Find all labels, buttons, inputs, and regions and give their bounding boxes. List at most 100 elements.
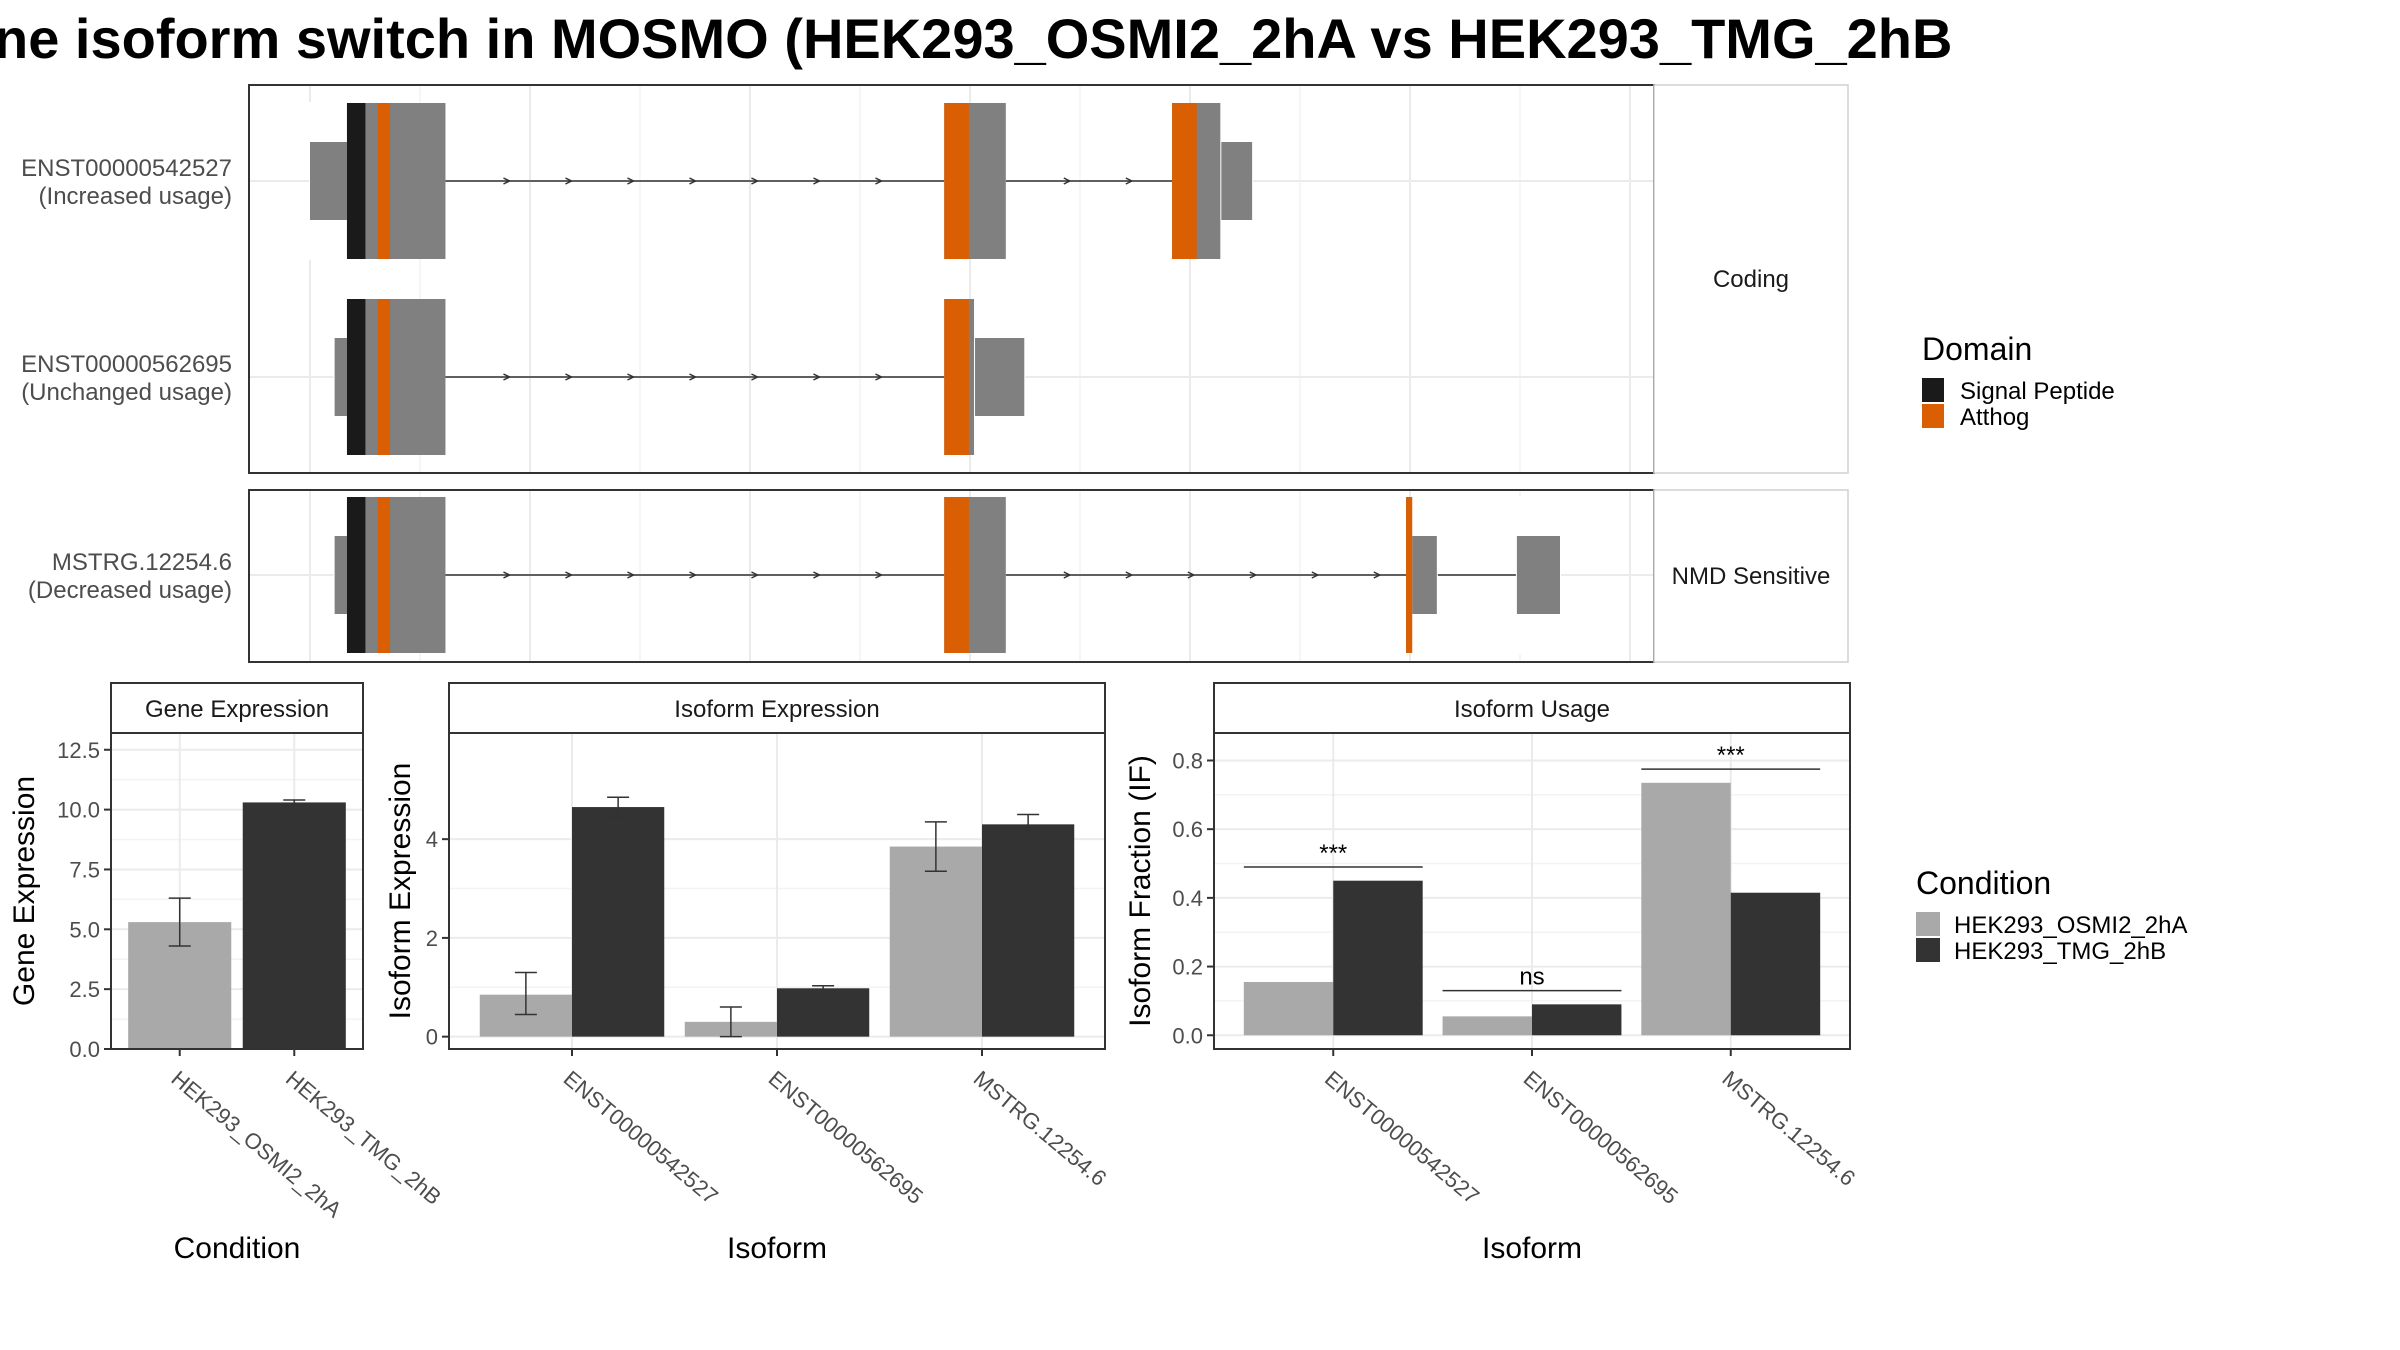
bar [982, 824, 1075, 1037]
domain-legend-title: Domain [1922, 331, 2032, 367]
intron-arrow [875, 571, 884, 579]
y-tick-label: 12.5 [57, 738, 100, 763]
condition-legend: Condition HEK293_OSMI2_2hA HEK293_TMG_2h… [1916, 865, 2187, 965]
utr-block [1412, 536, 1437, 614]
intron-arrow [503, 177, 512, 185]
y-axis-title: Gene Expression [8, 776, 41, 1006]
y-tick-label: 0.0 [69, 1037, 100, 1062]
x-tick-label: MSTRG.12254.6 [969, 1066, 1112, 1191]
y-axis-title: Isoform Expression [384, 763, 417, 1020]
y-tick-label: 2 [426, 926, 438, 951]
isoform-label: ENST00000542527 [21, 155, 232, 182]
intron-arrow [565, 373, 574, 381]
utr-block [334, 536, 347, 614]
legend-key-signal-peptide [1922, 378, 1944, 402]
transcript-group-1: MSTRG.12254.6(Decreased usage) NMD Sensit… [28, 489, 1849, 663]
domain-block-atthog [944, 497, 969, 653]
intron-arrow [689, 571, 698, 579]
strip-label: Coding [1713, 266, 1789, 293]
utr-block [1221, 142, 1253, 220]
x-tick-label: ENST00000542527 [559, 1066, 723, 1209]
intron-arrow [875, 373, 884, 381]
y-tick-label: 0.0 [1172, 1023, 1203, 1048]
intron-arrow [565, 177, 574, 185]
intron-arrow [1125, 177, 1134, 185]
x-tick-label: ENST00000542527 [1320, 1066, 1484, 1209]
domain-block-atthog [377, 497, 391, 653]
intron-arrow [813, 177, 822, 185]
utr-block [310, 142, 347, 220]
intron-arrow [751, 373, 760, 381]
domain-block-atthog [944, 103, 969, 259]
legend-key-cond-b [1916, 938, 1940, 962]
intron-arrow [503, 373, 512, 381]
bar [1333, 880, 1423, 1036]
y-axis-title: Isoform Fraction (IF) [1124, 755, 1157, 1027]
y-tick-label: 0 [426, 1025, 438, 1050]
strip-box [1653, 84, 1849, 474]
isoform-track-ENST00000562695: ENST00000562695(Unchanged usage) [21, 298, 1654, 456]
intron-arrow [627, 177, 636, 185]
intron-arrow [813, 373, 822, 381]
intron-arrow [875, 177, 884, 185]
utr-block [1516, 536, 1560, 614]
isoform-track-MSTRG.12254.6: MSTRG.12254.6(Decreased usage) [28, 496, 1654, 654]
domain-block-signal-peptide [346, 497, 366, 653]
intron-arrow [1063, 177, 1072, 185]
utr-block [975, 338, 1025, 416]
significance-label: *** [1717, 742, 1745, 769]
intron-arrow [627, 571, 636, 579]
transcript-group-0: ENST00000542527(Increased usage)ENST0000… [21, 84, 1849, 474]
legend-label-cond-a: HEK293_OSMI2_2hA [1954, 912, 2187, 939]
intron-arrow [503, 571, 512, 579]
y-tick-label: 0.2 [1172, 955, 1203, 980]
intron-arrow [1249, 571, 1258, 579]
strip-title: Isoform Expression [674, 696, 879, 723]
bar-panel-isoform-expression: 0 2 4 Isoform Expression ENST00000542527 ENST… [384, 682, 1112, 1265]
domain-block-atthog [377, 103, 391, 259]
x-tick-label: ENST00000562695 [764, 1066, 928, 1209]
legend-label-cond-b: HEK293_TMG_2hB [1954, 938, 2166, 965]
strip-title: Isoform Usage [1454, 696, 1610, 723]
domain-legend: Domain Signal Peptide Atthog [1922, 331, 2115, 431]
isoform-usage-label: (Increased usage) [39, 183, 232, 210]
x-axis-title: Isoform [1482, 1232, 1582, 1265]
strip-box [110, 682, 364, 734]
domain-block-atthog [377, 299, 391, 455]
isoform-usage-label: (Unchanged usage) [21, 379, 232, 406]
y-tick-label: 0.8 [1172, 748, 1203, 773]
intron-arrow [689, 177, 698, 185]
bar-panel-isoform-usage: 0.0 0.2 0.4 0.6 0.8 *** ns *** Isoform Usage ENST… [1124, 682, 1861, 1265]
intron-arrow [627, 373, 636, 381]
x-tick-label: MSTRG.12254.6 [1718, 1066, 1861, 1191]
bar [777, 988, 870, 1037]
bar [889, 846, 982, 1037]
bar [1532, 1004, 1622, 1036]
y-tick-label: 5.0 [69, 917, 100, 942]
y-tick-label: 0.6 [1172, 817, 1203, 842]
strip-label: NMD Sensitive [1672, 563, 1831, 590]
y-tick-label: 7.5 [69, 857, 100, 882]
domain-block-signal-peptide [346, 299, 366, 455]
intron-arrow [1125, 571, 1134, 579]
condition-legend-title: Condition [1916, 865, 2051, 901]
bar [1730, 892, 1821, 1036]
domain-block-atthog [1172, 103, 1197, 259]
legend-label-atthog: Atthog [1960, 404, 2029, 431]
isoform-track-ENST00000542527: ENST00000542527(Increased usage) [21, 102, 1654, 260]
legend-key-cond-a [1916, 912, 1940, 936]
y-tick-label: 2.5 [69, 977, 100, 1002]
bar [572, 807, 665, 1037]
legend-key-atthog [1922, 404, 1944, 428]
intron-arrow [813, 571, 822, 579]
intron-arrow [751, 571, 760, 579]
strip-box [448, 682, 1106, 734]
domain-block-atthog [1406, 497, 1413, 653]
isoform-usage-label: (Decreased usage) [28, 577, 232, 604]
strip-box [1653, 489, 1849, 663]
intron-arrow [1063, 571, 1072, 579]
x-axis-title: Condition [174, 1232, 301, 1265]
domain-block-atthog [944, 299, 969, 455]
